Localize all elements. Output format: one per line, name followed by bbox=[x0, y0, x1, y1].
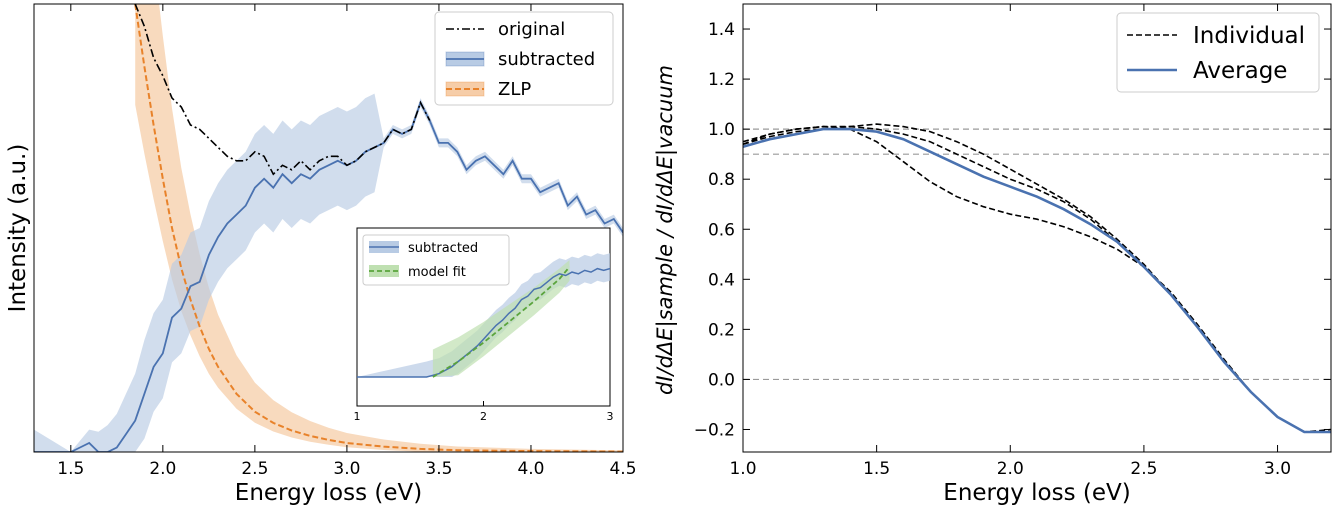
inset-x-tick-label: 1 bbox=[354, 410, 361, 423]
x-tick-label: 2.0 bbox=[997, 459, 1024, 479]
x-tick-label: 4.5 bbox=[609, 459, 636, 479]
y-tick-label: −0.2 bbox=[694, 420, 735, 440]
y-tick-label: 0.6 bbox=[708, 220, 735, 240]
legend-label-subtracted: subtracted bbox=[498, 49, 595, 70]
x-axis-label: Energy loss (eV) bbox=[943, 480, 1130, 506]
x-tick-label: 3.0 bbox=[333, 459, 360, 479]
legend: original subtracted ZLP bbox=[434, 11, 614, 106]
y-tick-label: 0.2 bbox=[708, 320, 735, 340]
inset-legend: subtracted model fit bbox=[362, 234, 510, 286]
legend-box bbox=[434, 11, 614, 106]
inset-legend-label-subtracted: subtracted bbox=[408, 241, 478, 256]
y-tick-label: 0.8 bbox=[708, 170, 735, 190]
right-chart: 1.0 1.5 2.0 2.5 3.0 −0.2 0.0 0.2 0.4 0.6 0.8 1.0 1.2… bbox=[653, 3, 1332, 506]
left-chart: 1.5 2.0 2.5 3.0 3.5 4.0 4.5 Energy loss (eV) Int… bbox=[5, 3, 637, 506]
individual-line bbox=[743, 123, 1331, 433]
x-tick-label: 2.5 bbox=[1130, 459, 1157, 479]
right-axes-frame bbox=[742, 3, 1332, 453]
average-line bbox=[743, 127, 1331, 434]
left-axes-frame bbox=[33, 3, 624, 453]
inset-legend-swatch-fit-band bbox=[369, 265, 399, 277]
x-axis-label: Energy loss (eV) bbox=[235, 480, 422, 506]
legend-label-average: Average bbox=[1193, 58, 1287, 84]
inset-legend-box bbox=[362, 234, 510, 286]
y-tick-label: 1.0 bbox=[708, 120, 735, 140]
y-tick-label: 0.0 bbox=[708, 370, 735, 390]
x-tick-label: 1.5 bbox=[863, 459, 890, 479]
x-tick-label: 1.5 bbox=[57, 459, 84, 479]
x-tick-label: 4.0 bbox=[517, 459, 544, 479]
individual-line bbox=[743, 125, 1331, 433]
y-axis-label: dI/dΔE|sample / dI/dΔE|vacuum bbox=[653, 65, 678, 395]
plot-area bbox=[34, 4, 623, 452]
x-tick-label: 2.0 bbox=[149, 459, 176, 479]
subtracted-line bbox=[34, 100, 623, 452]
x-tick-label: 1.0 bbox=[729, 459, 756, 479]
individual-line bbox=[743, 125, 1331, 433]
legend-label-individual: Individual bbox=[1193, 23, 1305, 49]
legend: Individual Average bbox=[1116, 12, 1320, 93]
inset-fit-line bbox=[432, 266, 571, 378]
inset-plot bbox=[357, 253, 610, 378]
y-axis-label: Intensity (a.u.) bbox=[5, 144, 31, 313]
legend-label-original: original bbox=[498, 19, 565, 40]
inset-subtracted-line bbox=[357, 267, 610, 378]
x-tick-label: 3.0 bbox=[1264, 459, 1291, 479]
y-tick-label: 1.2 bbox=[708, 70, 735, 90]
original-line bbox=[134, 4, 431, 176]
y-tick-label: 0.4 bbox=[708, 270, 735, 290]
zlp-line bbox=[134, 4, 623, 452]
legend-box bbox=[1116, 12, 1320, 93]
inset-legend-label-fit: model fit bbox=[408, 265, 466, 280]
x-tick-label: 3.5 bbox=[425, 459, 452, 479]
inset-chart: 1 2 3 subtracted model fit bbox=[354, 227, 614, 423]
inset-x-tick-label: 2 bbox=[480, 410, 487, 423]
legend-label-zlp: ZLP bbox=[498, 79, 531, 100]
plot-area bbox=[743, 123, 1331, 434]
y-tick-label: 1.4 bbox=[708, 20, 735, 40]
inset-x-tick-label: 3 bbox=[607, 410, 614, 423]
x-tick-label: 2.5 bbox=[241, 459, 268, 479]
